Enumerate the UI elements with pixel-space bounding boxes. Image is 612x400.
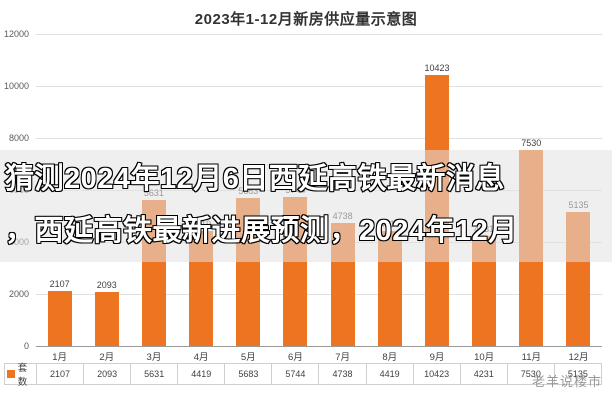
x-tick-label: 2月	[99, 352, 115, 363]
overlay-caption-line-2: ，西延高铁最新进展预测，2024年12月	[4, 214, 518, 248]
chart-title: 2023年1-12月新房供应量示意图	[194, 11, 418, 28]
x-tick-label: 6月	[288, 352, 303, 363]
table-cell: 7530	[506, 364, 554, 384]
x-tick-label: 5月	[240, 352, 256, 363]
x-tick-label: 1月	[52, 352, 67, 363]
table-cells: 2107 2093 5631 4419 5683 5744 4738 4419 10423 423…	[36, 364, 602, 384]
table-cell: 4738	[318, 364, 365, 384]
bar-value-label: 10423	[424, 63, 450, 73]
gridline	[36, 294, 602, 295]
x-tick-label: 7月	[335, 352, 351, 363]
x-tick-label: 8月	[382, 352, 398, 363]
table-cell: 5135	[553, 364, 602, 384]
legend-swatch	[7, 370, 15, 378]
y-tick-label: 8000	[8, 133, 29, 143]
x-tick-label: 4月	[193, 352, 209, 363]
table-cell: 4419	[365, 364, 413, 384]
table-cell: 10423	[412, 364, 460, 384]
table-cell: 4419	[177, 364, 224, 384]
x-tick-label: 10月	[474, 352, 495, 363]
gridline	[36, 86, 602, 87]
x-tick-label: 9月	[429, 352, 445, 363]
data-table-row: 套数 2107 2093 5631 4419 5683 5744 4738 4419 10423…	[4, 363, 602, 388]
y-tick-label: 2000	[8, 289, 29, 299]
legend-item: 套数	[4, 363, 36, 388]
bar	[47, 291, 72, 346]
x-tick-label: 11月	[521, 352, 541, 363]
bar-slot: 2107	[36, 34, 83, 346]
y-tick-label: 12000	[3, 29, 29, 39]
table-cell: 5631	[130, 364, 177, 384]
table-cell: 5744	[271, 364, 318, 384]
bar	[94, 292, 119, 346]
x-tick-label: 12月	[568, 352, 589, 363]
bar-value-label: 7530	[521, 138, 542, 148]
x-tick-label: 3月	[146, 352, 162, 363]
table-cell: 5683	[224, 364, 271, 384]
table-cell: 2093	[83, 364, 130, 384]
overlay-caption: 猜测2024年12月6日西延高铁最新消息 ，西延高铁最新进展预测，2024年12…	[0, 150, 612, 262]
bar-value-label: 2093	[96, 280, 117, 290]
watermark: 老羊说楼市	[531, 374, 602, 389]
table-cell: 2107	[36, 364, 83, 384]
gridline	[36, 138, 602, 139]
overlay-caption-line-1: 猜测2024年12月6日西延高铁最新消息	[4, 162, 505, 196]
table-cell: 4231	[459, 364, 507, 384]
bar-value-label: 2107	[49, 279, 70, 289]
legend-label: 套数	[17, 363, 28, 388]
y-tick-label: 0	[23, 341, 29, 351]
x-axis: 1月 2月 3月 4月 5月 6月 7月 8月 9月 10月 11月 12月	[36, 349, 602, 363]
bar-slot: 2093	[83, 34, 130, 346]
gridline	[36, 34, 602, 35]
y-tick-label: 10000	[3, 81, 29, 91]
